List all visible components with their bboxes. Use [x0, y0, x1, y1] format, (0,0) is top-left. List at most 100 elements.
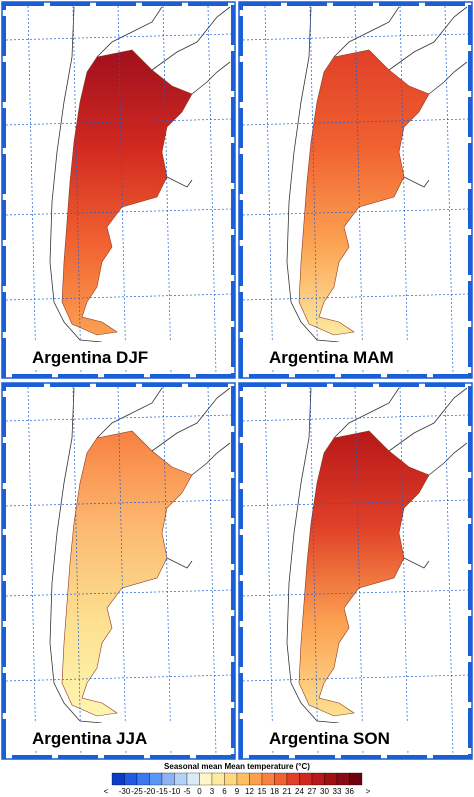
colorbar-label: 30: [320, 787, 329, 796]
longitude-line: [444, 386, 454, 756]
colorbar-title: Seasonal mean Mean temperature (°C): [164, 762, 310, 771]
colorbar-label: 36: [345, 787, 354, 796]
border: [96, 387, 231, 569]
latitude-line: [5, 293, 232, 301]
longitude-line: [264, 386, 274, 756]
border: [96, 6, 231, 188]
longitude-line: [27, 5, 37, 375]
title-background: [261, 723, 421, 751]
latitude-line: [5, 208, 232, 216]
colorbar-label: -20: [144, 787, 156, 796]
colorbar-swatch: [261, 772, 275, 786]
border: [333, 387, 468, 569]
colorbar-swatch: [161, 772, 175, 786]
longitude-line: [117, 5, 127, 375]
colorbar-swatch: [286, 772, 300, 786]
longitude-line: [207, 386, 217, 756]
colorbar-swatch: [236, 772, 250, 786]
colorbar-label: 9: [235, 787, 240, 796]
coastline: [286, 6, 340, 343]
colorbar-swatch: [149, 772, 163, 786]
map-panel: Argentina DJF: [1, 1, 236, 379]
longitude-line: [354, 386, 364, 756]
panel-title: Argentina JJA: [32, 729, 147, 748]
longitude-line: [309, 5, 319, 375]
map-panel: Argentina SON: [238, 382, 473, 760]
panel-title: Argentina SON: [269, 729, 390, 748]
longitude-line: [309, 386, 319, 756]
latitude-line: [5, 589, 232, 597]
colorbar-label: 3: [210, 787, 215, 796]
latitude-line: [242, 589, 469, 597]
latitude-line: [242, 208, 469, 216]
colorbar-swatch: [349, 772, 363, 786]
latitude-line: [5, 674, 232, 682]
colorbar-swatch: [299, 772, 313, 786]
colorbar-label: -15: [156, 787, 168, 796]
colorbar-label: 21: [283, 787, 292, 796]
longitude-line: [264, 5, 274, 375]
longitude-line: [117, 386, 127, 756]
panel-frame: [2, 383, 235, 759]
colorbar-swatch: [174, 772, 188, 786]
colorbar-label: -10: [169, 787, 181, 796]
colorbar-label: -25: [131, 787, 143, 796]
border: [333, 6, 468, 188]
colorbar-swatch: [224, 772, 238, 786]
longitude-line: [354, 5, 364, 375]
colorbar-label: 12: [245, 787, 254, 796]
panel-title: Argentina DJF: [32, 348, 148, 367]
colorbar-label: -30: [119, 787, 131, 796]
colorbar-label: 18: [270, 787, 279, 796]
title-background: [24, 723, 184, 751]
coastline: [49, 6, 103, 343]
colorbar-label: 0: [197, 787, 202, 796]
colorbar: < -30 -25 -20 -15 -10 -5 0 3 6 9 12 15 18 21 24 27 30 33 36…: [104, 772, 371, 796]
longitude-line: [27, 386, 37, 756]
panel-frame: [2, 2, 235, 378]
longitude-line: [72, 5, 82, 375]
title-background: [261, 342, 421, 370]
panel-frame: [239, 2, 472, 378]
longitude-line: [444, 5, 454, 375]
panels: Argentina DJF Argentina MAM Argentina JJA A…: [1, 1, 473, 760]
colorbar-swatch: [199, 772, 213, 786]
latitude-line: [242, 33, 469, 41]
longitude-line: [399, 386, 409, 756]
colorbar-swatch: [249, 772, 263, 786]
longitude-line: [162, 386, 172, 756]
colorbar-label: 27: [308, 787, 317, 796]
panel-frame: [239, 383, 472, 759]
longitude-line: [207, 5, 217, 375]
colorbar-swatch: [336, 772, 350, 786]
coastline: [286, 387, 340, 724]
colorbar-label: -5: [183, 787, 191, 796]
colorbar-label: 6: [222, 787, 227, 796]
longitude-line: [399, 5, 409, 375]
colorbar-swatch: [111, 772, 125, 786]
latitude-line: [5, 414, 232, 422]
map-panel: Argentina MAM: [238, 1, 473, 379]
colorbar-label: 33: [333, 787, 342, 796]
coastline: [49, 387, 103, 724]
colorbar-swatch: [136, 772, 150, 786]
colorbar-swatch: [274, 772, 288, 786]
colorbar-swatch: [324, 772, 338, 786]
map-panel: Argentina JJA: [1, 382, 236, 760]
longitude-line: [72, 386, 82, 756]
latitude-line: [242, 674, 469, 682]
latitude-line: [5, 499, 232, 507]
longitude-line: [162, 5, 172, 375]
colorbar-swatch: [311, 772, 325, 786]
latitude-line: [242, 499, 469, 507]
colorbar-label: >: [366, 787, 371, 796]
latitude-line: [242, 118, 469, 126]
colorbar-label: <: [104, 787, 109, 796]
colorbar-label: 24: [295, 787, 304, 796]
panel-title: Argentina MAM: [269, 348, 394, 367]
latitude-line: [5, 33, 232, 41]
latitude-line: [242, 414, 469, 422]
colorbar-label: 15: [258, 787, 267, 796]
